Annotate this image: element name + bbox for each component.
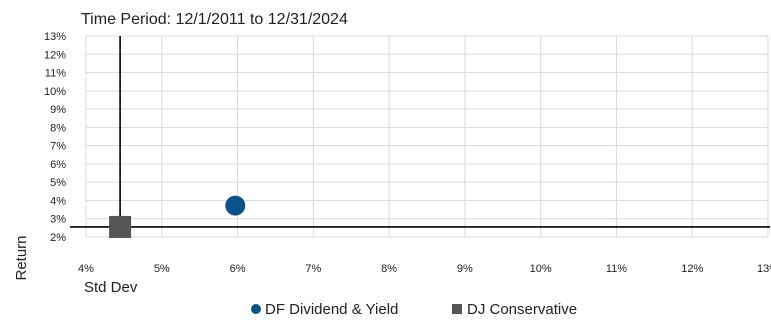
x-tick-labels: 4% 5% 6% 7% 8% 9% 10% 11% 12% 13%: [78, 263, 771, 275]
chart-title: Time Period: 12/1/2011 to 12/31/2024: [81, 11, 348, 28]
y-tick-label: 2%: [50, 232, 66, 244]
y-axis-title: Return: [13, 235, 30, 280]
x-tick-label: 13%: [757, 263, 771, 275]
y-tick-label: 11%: [45, 68, 66, 80]
legend-marker: [452, 304, 462, 314]
legend-label: DJ Conservative: [467, 301, 577, 318]
y-tick-label: 9%: [50, 104, 66, 116]
y-tick-label: 10%: [44, 86, 66, 98]
x-tick-label: 7%: [305, 263, 321, 275]
grid: [85, 35, 769, 238]
point-df-dividend-yield: [225, 195, 246, 216]
x-tick-label: 9%: [457, 263, 473, 275]
x-tick-label: 6%: [230, 263, 246, 275]
x-tick-label: 11%: [606, 263, 627, 275]
y-tick-labels: 2% 3% 4% 5% 6% 7% 8% 9% 10% 11% 12% 13%: [44, 31, 66, 244]
crosshair: [70, 36, 770, 237]
y-tick-label: 4%: [50, 195, 66, 207]
y-tick-label: 3%: [50, 214, 66, 226]
x-axis-title: Std Dev: [84, 279, 138, 296]
legend-marker: [251, 304, 261, 314]
x-tick-label: 12%: [681, 263, 703, 275]
x-tick-label: 4%: [78, 263, 94, 275]
y-tick-label: 8%: [50, 122, 66, 134]
y-tick-label: 12%: [44, 49, 66, 61]
y-tick-label: 7%: [50, 141, 66, 153]
y-tick-label: 5%: [50, 177, 66, 189]
y-tick-label: 13%: [44, 31, 66, 43]
data-points: [109, 195, 246, 238]
x-tick-label: 10%: [530, 263, 552, 275]
x-tick-label: 8%: [381, 263, 397, 275]
legend: DF Dividend & Yield DJ Conservative: [251, 301, 577, 318]
x-tick-label: 5%: [154, 263, 170, 275]
legend-label: DF Dividend & Yield: [265, 301, 398, 318]
y-tick-label: 6%: [50, 159, 66, 171]
point-dj-conservative: [109, 215, 132, 238]
